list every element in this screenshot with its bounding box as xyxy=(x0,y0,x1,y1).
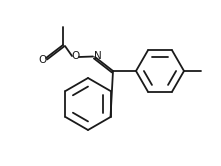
Text: O: O xyxy=(71,51,79,61)
Text: N: N xyxy=(94,51,102,61)
Text: O: O xyxy=(38,55,46,65)
